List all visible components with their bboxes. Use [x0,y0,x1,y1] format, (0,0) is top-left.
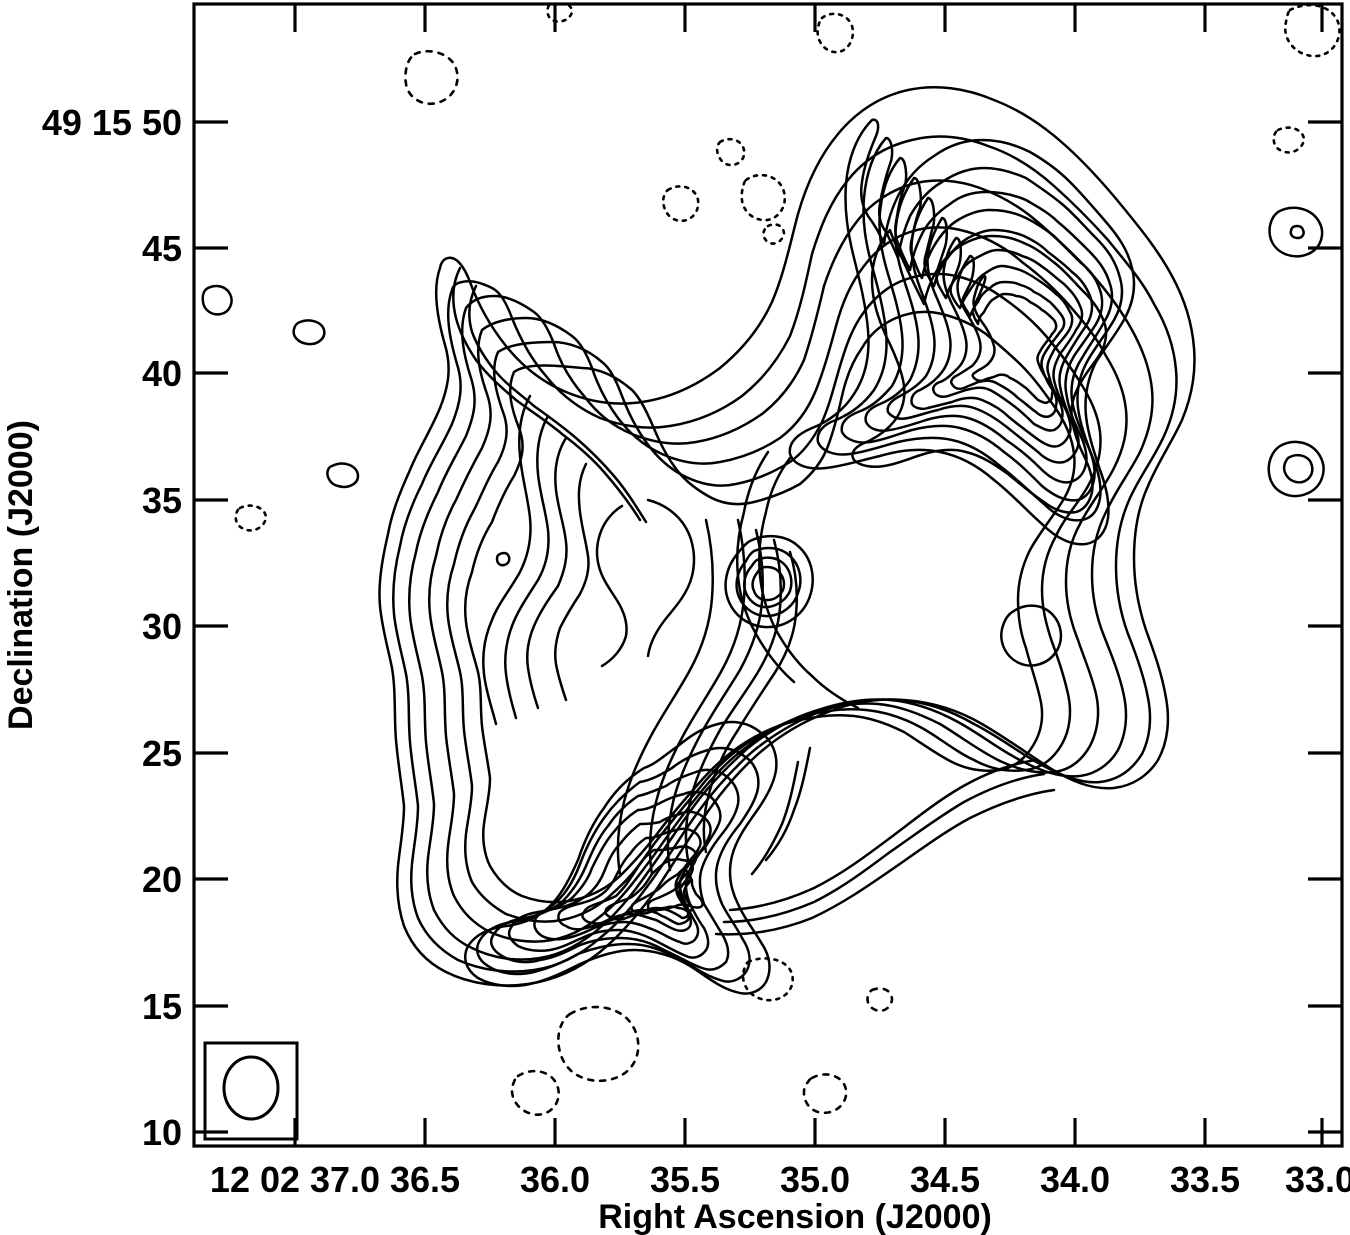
x-tick-label-0: 12 02 37.0 [210,1159,380,1200]
isolated-source-left-edge-1 [201,284,233,316]
contour-level-5 [446,272,1102,923]
isolated-source-right-upper-inner [1289,224,1305,240]
x-tick-label-4: 35.0 [780,1159,850,1200]
y-tick-label-4: 30 [142,606,182,647]
x-tick-label-2: 36.0 [520,1159,590,1200]
southern-lobe-contour-f [557,827,702,933]
isolated-source-left-edge-3 [326,462,360,489]
eastern-ridge-finger-b [646,498,696,658]
bridge-contour-d [684,538,782,862]
isolated-source-right-lower-inner [1282,454,1314,484]
southern-lobe-tail-a [764,746,812,862]
negative-contour-right-1 [1272,126,1306,154]
y-tick-label-6: 20 [142,859,182,900]
negative-contour-top-6 [662,185,700,223]
southern-extension-c [714,788,1056,936]
southern-lobe-contour-e [533,810,712,945]
southern-lobe-contour-a [464,720,778,995]
eastern-upper-finger-2 [468,284,648,524]
negative-contour-bottom-2 [741,957,794,1002]
southern-lobe-tail-b [750,760,800,876]
northern-lobe-contour-j [851,228,1108,514]
contour-level-6 [464,310,1076,904]
eastern-extended-a [482,394,532,726]
bridge-contour-c [666,528,764,872]
northern-lobe-contour-c [840,156,1114,502]
contour-level-3 [408,179,1154,961]
x-tick-label-1: 36.5 [390,1159,460,1200]
bridge-contour-a [616,518,714,876]
western-knot-ring [1000,604,1063,667]
negative-contour-top-5 [740,173,787,222]
negative-contour-top-8 [1283,4,1341,58]
y-tick-label-7: 15 [142,986,182,1027]
y-axis-label: Declination (J2000) [2,420,40,730]
eastern-extended-b [504,414,550,720]
contour-level-2 [392,135,1178,973]
y-tick-label-8: 10 [142,1112,182,1153]
southern-lobe-contour-i [630,868,694,915]
bridge-contour-e [702,550,798,854]
southern-lobe-contour-h [604,857,695,921]
central-core-ring-4 [751,565,786,602]
x-tick-label-3: 35.5 [650,1159,720,1200]
isolated-source-right-upper-outer [1268,206,1324,258]
northern-lobe-contour-f [910,216,1084,448]
southern-extension-b [722,772,1046,924]
negative-contour-bottom-4 [510,1069,560,1116]
negative-contour-bottom-5 [802,1073,848,1115]
eastern-extended-d [553,462,590,702]
negative-contour-bottom-3 [866,987,894,1013]
negative-contour-top-2 [546,4,574,23]
x-axis-ticks [293,1118,1324,1146]
y-axis-ticks-right [1308,120,1342,1134]
southern-lobe-contour-j [646,877,704,913]
y-tick-label-5: 25 [142,733,182,774]
x-axis-label: Right Ascension (J2000) [598,1198,992,1235]
y-tick-label-1: 45 [142,228,182,269]
central-core-ring-1 [724,534,814,629]
negative-contour-top-3 [816,12,855,54]
interior-blob-left [495,551,511,567]
y-tick-label-2: 40 [142,353,182,394]
y-tick-labels: 49 15 50 45 40 35 30 25 20 15 10 [42,102,182,1153]
negative-contour-bottom-1 [557,1005,640,1083]
southern-lobe-contour-g [581,845,698,926]
contour-level-4 [428,226,1128,943]
negative-contour-left-1 [234,504,268,532]
y-axis-ticks [194,120,228,1134]
plot-frame-group [192,2,1344,1148]
southern-extension-a [728,758,1038,912]
x-tick-label-6: 34.0 [1040,1159,1110,1200]
x-tick-label-5: 34.5 [910,1159,980,1200]
contour-layer [201,4,1341,1116]
x-axis-ticks-top [293,4,1324,32]
eastern-upper-finger [452,266,642,522]
central-core-ring-2 [735,546,802,618]
eastern-ridge-finger-a [595,504,628,668]
isolated-source-left-edge-2 [292,319,326,346]
eastern-extended-c [526,436,568,710]
y-tick-label-3: 35 [142,480,182,521]
negative-contour-top-4 [715,137,746,167]
x-tick-label-7: 33.5 [1170,1159,1240,1200]
synthesized-beam-marker [203,1041,299,1141]
central-core-ring-3 [742,556,793,609]
x-tick-label-8: 33.0 [1285,1159,1350,1200]
contour-level-1 [378,85,1196,987]
northern-lobe-contour-i [971,274,1058,405]
plot-frame [192,2,1344,1148]
negative-contour-top-7 [762,223,786,245]
negative-contour-top-1 [404,50,459,105]
y-tick-label-0: 49 15 50 [42,102,182,143]
x-tick-labels: 12 02 37.0 36.5 36.0 35.5 35.0 34.5 34.0… [210,1159,1350,1200]
isolated-source-right-lower-outer [1267,440,1325,498]
northern-lobe-contour-a [788,118,1136,546]
